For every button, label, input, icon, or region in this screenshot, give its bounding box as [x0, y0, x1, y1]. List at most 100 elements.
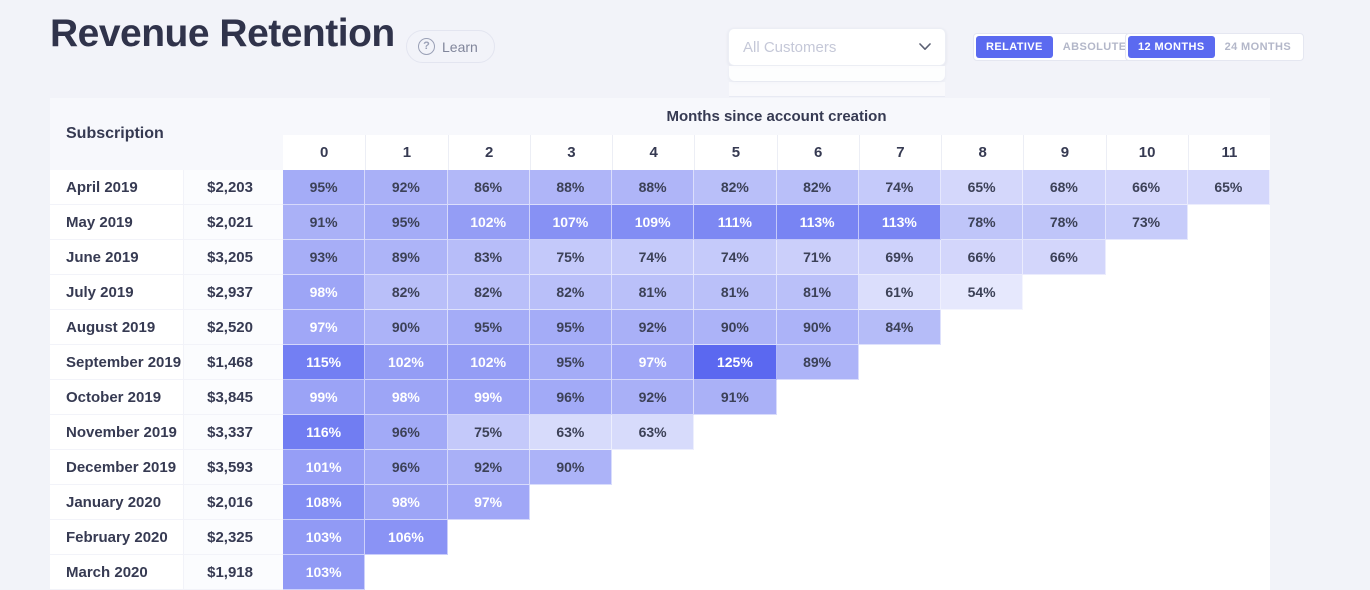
cohort-amount: $2,937 — [183, 275, 283, 310]
toggle-option-absolute[interactable]: ABSOLUTE — [1062, 41, 1127, 53]
customer-filter-select[interactable]: All Customers — [728, 28, 946, 66]
retention-cell: 86% — [447, 170, 530, 205]
empty-cell — [365, 555, 447, 590]
retention-cell: 82% — [447, 275, 530, 310]
retention-cell: 91% — [694, 380, 777, 415]
empty-cell — [1023, 380, 1105, 415]
retention-cell: 96% — [365, 415, 448, 450]
cohort-label: February 2020 — [50, 520, 183, 555]
empty-cell — [1188, 520, 1270, 555]
empty-cell — [448, 520, 530, 555]
table-row: May 2019 $2,021 91% 95% 102% 107% 109% 111% 113%… — [50, 205, 1270, 240]
retention-cells: 99% 98% 99% 96% 92% 91% — [283, 380, 1270, 415]
retention-cell: 82% — [365, 275, 448, 310]
empty-cell — [859, 520, 941, 555]
cohort-amount: $3,845 — [183, 380, 283, 415]
customer-filter-dropdown-shadow — [729, 82, 945, 97]
subscription-header: Subscription — [50, 98, 283, 170]
retention-cell: 101% — [283, 450, 366, 485]
retention-cell: 109% — [612, 205, 695, 240]
empty-cell — [612, 450, 694, 485]
page-title: Revenue Retention — [50, 12, 395, 55]
retention-cell: 74% — [694, 240, 777, 275]
retention-cells: 103% 106% — [283, 520, 1270, 555]
cohort-amount: $3,205 — [183, 240, 283, 275]
retention-cell: 81% — [776, 275, 859, 310]
month-column-header-5: 5 — [694, 135, 776, 170]
empty-cell — [1023, 275, 1105, 310]
empty-cell — [1188, 415, 1270, 450]
month-column-headers: 0 1 2 3 4 5 6 7 8 9 10 11 — [283, 135, 1270, 170]
empty-cell — [1188, 450, 1270, 485]
retention-cell: 66% — [941, 240, 1024, 275]
empty-cell — [1188, 555, 1270, 590]
empty-cell — [1023, 415, 1105, 450]
cohort-amount: $3,593 — [183, 450, 283, 485]
retention-cell: 61% — [858, 275, 941, 310]
retention-cell: 88% — [529, 170, 612, 205]
empty-cell — [777, 415, 859, 450]
empty-cell — [1106, 275, 1188, 310]
empty-cell — [1106, 450, 1188, 485]
empty-cell — [694, 450, 776, 485]
table-row: November 2019 $3,337 116% 96% 75% 63% 63% — [50, 415, 1270, 450]
empty-cell — [941, 415, 1023, 450]
months-range-toggle: 12 MONTHS 24 MONTHS — [1125, 33, 1305, 61]
retention-cell: 113% — [776, 205, 859, 240]
retention-cell: 82% — [529, 275, 612, 310]
empty-cell — [1188, 345, 1270, 380]
retention-cell: 99% — [447, 380, 530, 415]
empty-cell — [612, 485, 694, 520]
month-column-header-10: 10 — [1105, 135, 1188, 170]
retention-cell: 90% — [694, 310, 777, 345]
retention-cell: 89% — [365, 240, 448, 275]
retention-cell: 106% — [365, 520, 448, 555]
cohort-label: October 2019 — [50, 380, 183, 415]
retention-cell: 102% — [365, 345, 448, 380]
retention-cell: 92% — [365, 170, 448, 205]
retention-cell: 68% — [1023, 170, 1106, 205]
cohort-amount: $2,021 — [183, 205, 283, 240]
empty-cell — [1023, 310, 1105, 345]
empty-cell — [1188, 310, 1270, 345]
empty-cell — [859, 555, 941, 590]
empty-cell — [1106, 310, 1188, 345]
toggle-option-12-months[interactable]: 12 MONTHS — [1128, 36, 1215, 58]
retention-cell: 115% — [283, 345, 366, 380]
retention-cell: 113% — [858, 205, 941, 240]
toggle-option-relative[interactable]: RELATIVE — [976, 36, 1053, 58]
cohort-label: March 2020 — [50, 555, 183, 590]
retention-cell: 96% — [529, 380, 612, 415]
empty-cell — [1106, 520, 1188, 555]
table-row: April 2019 $2,203 95% 92% 86% 88% 88% 82% 82% 74%… — [50, 170, 1270, 205]
retention-cell: 63% — [612, 415, 695, 450]
cohort-label: September 2019 — [50, 345, 183, 380]
retention-cell: 89% — [776, 345, 859, 380]
month-column-header-3: 3 — [529, 135, 612, 170]
customer-filter-value: All Customers — [743, 38, 837, 56]
table-row: August 2019 $2,520 97% 90% 95% 95% 92% 90% 90% 84… — [50, 310, 1270, 345]
cohort-amount: $3,337 — [183, 415, 283, 450]
empty-cell — [777, 485, 859, 520]
month-column-header-2: 2 — [447, 135, 530, 170]
retention-cell: 116% — [283, 415, 366, 450]
retention-cell: 69% — [858, 240, 941, 275]
empty-cell — [694, 520, 776, 555]
help-icon: ? — [418, 38, 435, 55]
table-row: September 2019 $1,468 115% 102% 102% 95% 97% 12… — [50, 345, 1270, 380]
retention-cell: 65% — [1187, 170, 1270, 205]
month-column-header-4: 4 — [612, 135, 694, 170]
retention-cell: 91% — [283, 205, 366, 240]
retention-cells: 108% 98% 97% — [283, 485, 1270, 520]
toggle-option-24-months[interactable]: 24 MONTHS — [1224, 41, 1292, 53]
retention-cell: 111% — [694, 205, 777, 240]
empty-cell — [859, 450, 941, 485]
retention-cell: 103% — [283, 555, 366, 590]
retention-cell: 82% — [694, 170, 777, 205]
retention-cell: 95% — [365, 205, 448, 240]
cohort-label: July 2019 — [50, 275, 183, 310]
month-column-header-6: 6 — [776, 135, 859, 170]
learn-button[interactable]: ? Learn — [406, 30, 495, 63]
cohort-table: Subscription Months since account creati… — [50, 98, 1270, 590]
retention-cell: 63% — [529, 415, 612, 450]
